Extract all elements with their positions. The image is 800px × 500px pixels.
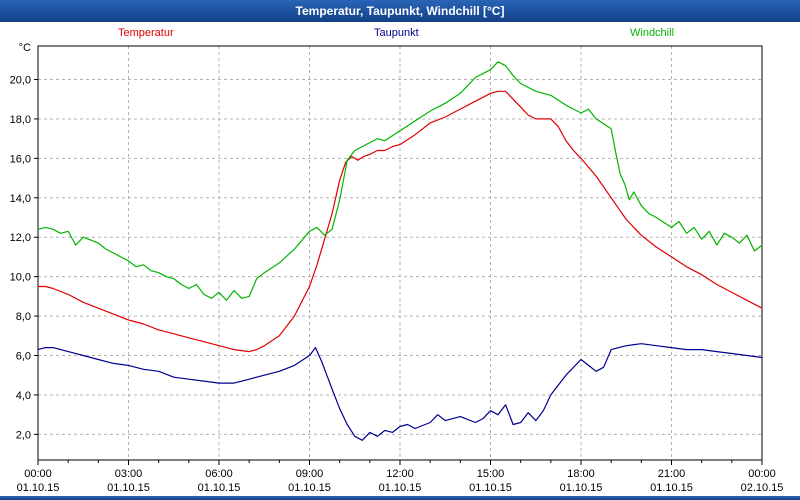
x-tick-date-label: 02.10.15: [741, 482, 784, 494]
title-bar: Temperatur, Taupunkt, Windchill [°C]: [0, 0, 800, 22]
y-tick-label: 4,0: [16, 390, 31, 402]
window-title: Temperatur, Taupunkt, Windchill [°C]: [295, 4, 505, 18]
x-tick-date-label: 01.10.15: [17, 482, 60, 494]
x-tick-time-label: 12:00: [386, 468, 414, 480]
x-tick-date-label: 01.10.15: [198, 482, 241, 494]
x-tick-time-label: 18:00: [567, 468, 595, 480]
y-tick-label: 20,0: [10, 75, 31, 87]
plot-border: [37, 45, 763, 461]
x-tick-time-label: 09:00: [296, 468, 324, 480]
x-tick-time-label: 00:00: [24, 468, 52, 480]
x-tick-time-label: 06:00: [205, 468, 233, 480]
bottom-border-bar: [0, 496, 800, 500]
x-tick-time-label: 15:00: [477, 468, 505, 480]
series-line-temperatur: [37, 90, 763, 353]
series-line-windchill: [37, 61, 763, 301]
y-axis-unit-label: °C: [19, 42, 31, 54]
x-tick-date-label: 01.10.15: [560, 482, 603, 494]
x-tick-time-label: 00:00: [748, 468, 776, 480]
y-tick-label: 12,0: [10, 232, 31, 244]
y-tick-label: 2,0: [16, 429, 31, 441]
x-tick-date-label: 01.10.15: [650, 482, 693, 494]
legend-label-taupunkt: Taupunkt: [374, 27, 419, 39]
legend-label-temperatur: Temperatur: [118, 27, 174, 39]
x-tick-date-label: 01.10.15: [288, 482, 331, 494]
y-tick-label: 14,0: [10, 193, 31, 205]
y-tick-label: 8,0: [16, 311, 31, 323]
x-tick-time-label: 21:00: [658, 468, 686, 480]
x-tick-date-label: 01.10.15: [107, 482, 150, 494]
series-line-taupunkt: [37, 343, 763, 441]
y-tick-label: 6,0: [16, 351, 31, 363]
y-tick-label: 16,0: [10, 153, 31, 165]
x-tick-date-label: 01.10.15: [379, 482, 422, 494]
x-tick-date-label: 01.10.15: [469, 482, 512, 494]
y-tick-label: 18,0: [10, 114, 31, 126]
legend-label-windchill: Windchill: [630, 27, 675, 39]
x-tick-time-label: 03:00: [115, 468, 143, 480]
y-tick-label: 10,0: [10, 272, 31, 284]
